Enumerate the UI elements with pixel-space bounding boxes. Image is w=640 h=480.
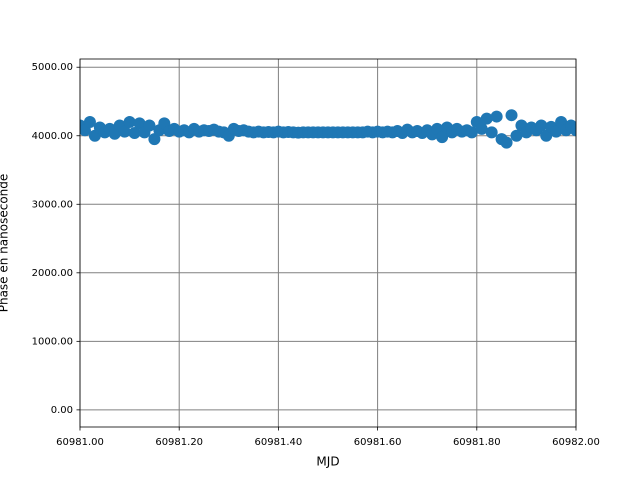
point <box>480 112 493 125</box>
point <box>540 129 553 142</box>
point <box>133 117 146 130</box>
point <box>143 119 156 132</box>
point <box>500 136 513 149</box>
y-tick-label: 3000.00 <box>32 199 73 210</box>
plot-frame <box>79 58 577 428</box>
point <box>550 125 563 138</box>
point <box>436 131 449 144</box>
x-axis-label: MJD <box>316 455 339 469</box>
point <box>148 133 161 146</box>
x-tick-label: 60981.00 <box>56 437 104 448</box>
x-tick-label: 60982.00 <box>552 437 600 448</box>
point <box>83 116 96 129</box>
y-tick-label: 0.00 <box>51 405 73 416</box>
x-tick-label: 60981.60 <box>354 437 402 448</box>
point <box>535 119 548 132</box>
point <box>505 109 518 122</box>
point <box>510 129 523 142</box>
point <box>485 126 498 139</box>
point <box>475 122 488 135</box>
point <box>490 110 503 123</box>
point <box>465 126 478 139</box>
y-tick-label: 1000.00 <box>32 336 73 347</box>
x-tick-label: 60981.20 <box>155 437 203 448</box>
x-tick-label: 60981.40 <box>255 437 303 448</box>
y-axis-label: Phase en nanoseconde <box>0 174 11 313</box>
point <box>123 116 136 129</box>
points <box>80 109 576 149</box>
point <box>570 124 576 137</box>
y-tick-label: 4000.00 <box>32 131 73 142</box>
y-tick-label: 2000.00 <box>32 268 73 279</box>
point <box>118 125 131 138</box>
x-tick-label: 60981.80 <box>453 437 501 448</box>
point <box>128 127 141 140</box>
y-tick-label: 5000.00 <box>32 62 73 73</box>
